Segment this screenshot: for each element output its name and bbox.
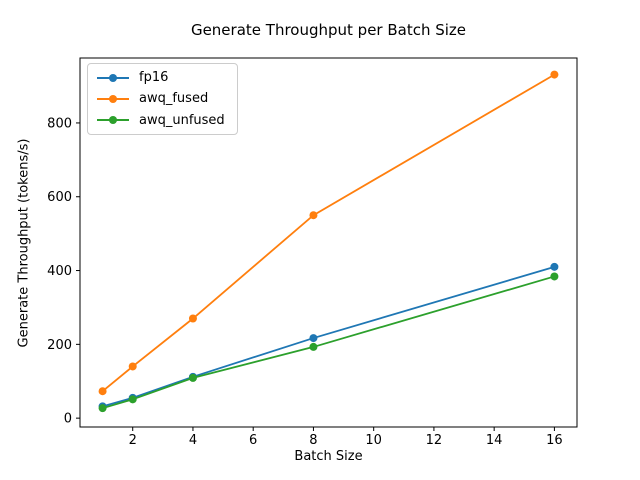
y-tick-label: 0	[64, 412, 72, 427]
series-line-awq_unfused	[102, 275, 555, 410]
x-axis-label: Batch Size	[294, 449, 363, 464]
series-point-awq_fused	[550, 70, 559, 79]
series-point-awq_fused	[309, 211, 318, 220]
legend-marker	[109, 116, 117, 125]
chart-title: Generate Throughput per Batch Size	[190, 21, 467, 39]
legend-row: awq_fused	[96, 91, 225, 106]
y-tick-label: 800	[47, 116, 72, 131]
x-tick-label: 2	[129, 433, 137, 448]
series-point-awq_unfused	[128, 395, 137, 404]
x-tick-label: 10	[365, 433, 382, 448]
legend-label: fp16	[139, 70, 169, 86]
series-point-awq_fused	[188, 314, 197, 323]
legend-marker	[109, 94, 117, 103]
series-point-awq_fused	[98, 387, 107, 396]
plot-border	[79, 57, 578, 428]
x-tick-label: 4	[189, 433, 197, 448]
series-point-fp16	[550, 262, 559, 271]
y-tick-label: 400	[47, 264, 72, 279]
x-tick-label: 6	[249, 433, 257, 448]
legend: fp16 awq_fused awq_unfused	[87, 63, 238, 135]
series-point-awq_unfused	[98, 404, 107, 413]
y-tick-label: 200	[47, 338, 72, 353]
series-point-awq_unfused	[550, 272, 559, 281]
x-tick-label: 16	[546, 433, 563, 448]
legend-line-marker-icon	[97, 116, 129, 125]
legend-label: awq_fused	[139, 91, 209, 107]
legend-row: fp16	[96, 70, 225, 85]
series-point-fp16	[309, 334, 318, 343]
series-point-awq_fused	[128, 362, 137, 371]
x-tick-label: 12	[426, 433, 443, 448]
legend-marker	[109, 73, 117, 82]
legend-row: awq_unfused	[96, 113, 225, 128]
legend-line-marker-icon	[97, 94, 129, 103]
series-point-awq_unfused	[309, 342, 318, 351]
x-tick-label: 8	[309, 433, 317, 448]
y-tick-label: 600	[47, 190, 72, 205]
legend-line-marker-icon	[97, 73, 129, 82]
x-tick-label: 14	[486, 433, 503, 448]
y-axis-label: Generate Throughput (tokens/s)	[16, 138, 32, 348]
legend-label: awq_unfused	[139, 112, 225, 128]
series-point-awq_unfused	[188, 373, 197, 382]
